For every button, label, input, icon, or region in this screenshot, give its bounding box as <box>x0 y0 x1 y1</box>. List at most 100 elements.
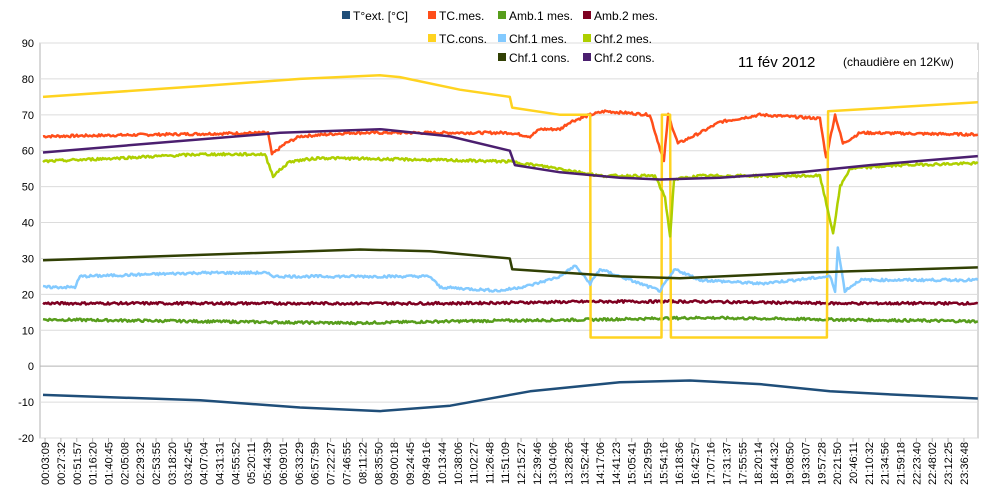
legend-label: TC.cons. <box>439 32 487 46</box>
legend-label: T°ext. [°C] <box>353 9 408 23</box>
x-tick-label: 10:38:06 <box>453 442 465 485</box>
x-tick-label: 03:42:45 <box>183 442 195 485</box>
legend-swatch <box>498 11 506 19</box>
series-line-8 <box>42 127 978 181</box>
series-line-2 <box>42 315 979 326</box>
x-tick-label: 06:09:01 <box>278 442 290 485</box>
y-tick-label: -20 <box>18 433 34 445</box>
series-lines <box>42 74 979 413</box>
x-tick-label: 08:35:50 <box>373 442 385 485</box>
x-tick-label: 21:10:32 <box>864 442 876 485</box>
legend-swatch <box>498 34 506 42</box>
legend-swatch <box>428 34 436 42</box>
y-axis: 90 80 70 60 50 40 30 20 10 0 -10 -20 <box>18 38 34 445</box>
series-line-4 <box>42 74 978 339</box>
x-tick-label: 22:48:02 <box>927 442 939 485</box>
x-tick-label: 09:24:45 <box>405 442 417 485</box>
x-tick-label: 22:23:40 <box>911 442 923 485</box>
x-tick-label: 19:33:07 <box>801 442 813 485</box>
x-tick-label: 02:29:32 <box>135 442 147 485</box>
x-tick-label: 06:57:59 <box>310 442 322 485</box>
x-tick-label: 13:04:06 <box>548 442 560 485</box>
x-tick-label: 04:55:52 <box>230 442 242 485</box>
x-tick-label: 11:51:09 <box>500 442 512 484</box>
x-tick-label: 21:59:18 <box>896 442 908 485</box>
x-tick-label: 06:33:29 <box>294 442 306 485</box>
legend-swatch <box>583 11 591 19</box>
y-tick-label: 80 <box>22 74 34 86</box>
gridlines <box>40 42 978 439</box>
x-tick-label: 19:08:50 <box>785 442 797 485</box>
x-tick-label: 13:52:44 <box>579 442 591 485</box>
x-tick-label: 00:27:32 <box>56 442 68 485</box>
y-tick-label: 90 <box>22 38 34 50</box>
y-tick-label: 40 <box>22 218 34 230</box>
x-tick-label: 15:29:59 <box>642 442 654 485</box>
y-tick-label: -10 <box>18 397 34 409</box>
x-tick-label: 11:26:48 <box>484 442 496 484</box>
x-tick-label: 07:46:55 <box>341 442 353 485</box>
x-tick-label: 20:21:50 <box>832 442 844 485</box>
x-tick-label: 09:49:16 <box>421 442 433 485</box>
x-tick-label: 11:02:27 <box>469 442 481 484</box>
x-tick-label: 02:53:55 <box>151 442 163 485</box>
legend-label: Chf.2 mes. <box>594 32 652 46</box>
legend-swatch <box>342 11 350 19</box>
x-tick-label: 08:11:22 <box>357 442 369 484</box>
x-tick-label: 05:44:39 <box>262 442 274 485</box>
x-tick-label: 16:18:36 <box>674 442 686 485</box>
y-tick-label: 30 <box>22 253 34 265</box>
x-tick-label: 18:20:14 <box>753 442 765 485</box>
title-box <box>730 50 824 72</box>
x-tick-label: 17:31:37 <box>722 442 734 485</box>
legend-label: Chf.1 mes. <box>509 32 567 46</box>
x-tick-label: 07:22:27 <box>326 442 338 485</box>
x-tick-label: 01:16:20 <box>88 442 100 485</box>
x-tick-label: 04:31:31 <box>214 442 226 485</box>
legend-label: TC.mes. <box>439 9 484 23</box>
y-tick-label: 10 <box>22 325 34 337</box>
x-tick-label: 17:55:55 <box>737 442 749 485</box>
subtitle-box <box>838 50 978 72</box>
x-tick-label: 14:41:23 <box>611 442 623 485</box>
x-tick-label: 04:07:04 <box>199 442 211 485</box>
plot-area <box>39 42 979 439</box>
x-tick-label: 12:39:46 <box>532 442 544 485</box>
x-tick-label: 23:36:48 <box>959 442 971 485</box>
series-line-0 <box>42 379 978 413</box>
x-tick-label: 00:03:09 <box>40 442 52 485</box>
series-line-6 <box>42 151 979 238</box>
x-tick-label: 15:54:16 <box>658 442 670 485</box>
legend-label: Amb.1 mes. <box>509 9 573 23</box>
x-tick-label: 01:40:45 <box>103 442 115 485</box>
y-tick-label: 20 <box>22 289 34 301</box>
legend-label: Chf.1 cons. <box>509 51 570 65</box>
x-tick-label: 17:07:16 <box>706 442 718 485</box>
chart-subtitle: (chaudière en 12Kw) <box>843 55 954 69</box>
x-tick-label: 19:57:28 <box>816 442 828 485</box>
x-tick-label: 21:34:56 <box>880 442 892 485</box>
x-tick-label: 13:28:26 <box>563 442 575 485</box>
y-tick-label: 50 <box>22 182 34 194</box>
legend-swatch <box>428 11 436 19</box>
x-tick-label: 03:18:20 <box>167 442 179 485</box>
x-tick-label: 15:05:41 <box>627 442 639 485</box>
legend: T°ext. [°C] TC.mes. Amb.1 mes. Amb.2 mes. TC… <box>342 9 658 65</box>
x-axis: 00:03:09 00:27:32 00:51:57 01:16:20 01:40:45… <box>40 438 971 485</box>
x-tick-label: 23:12:25 <box>943 442 955 485</box>
x-tick-label: 16:42:57 <box>690 442 702 485</box>
x-tick-label: 12:15:27 <box>516 442 528 485</box>
series-line-3 <box>42 299 979 306</box>
x-tick-label: 14:17:06 <box>595 442 607 485</box>
series-line-5 <box>42 246 979 294</box>
x-tick-label: 00:51:57 <box>72 442 84 485</box>
legend-label: Chf.2 cons. <box>594 51 655 65</box>
y-tick-label: 0 <box>28 361 34 373</box>
x-tick-label: 10:13:44 <box>437 442 449 485</box>
series-line-7 <box>42 248 978 280</box>
x-tick-label: 09:00:18 <box>389 442 401 485</box>
chart-title: 11 fév 2012 <box>738 54 815 71</box>
legend-swatch <box>583 53 591 61</box>
y-tick-label: 70 <box>22 110 34 122</box>
